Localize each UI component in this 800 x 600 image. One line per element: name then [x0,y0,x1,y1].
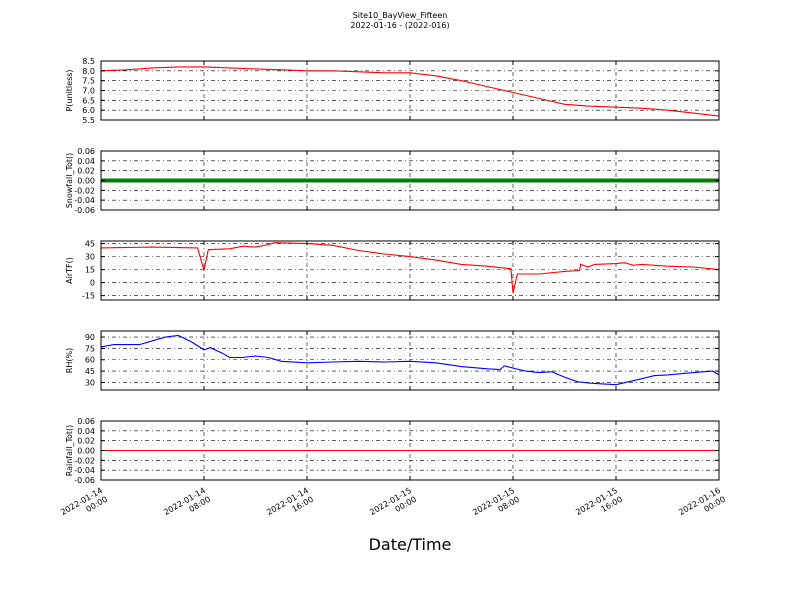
x-tick-label: 2022-01-1508:00 [471,486,521,526]
y-tick-label: 5.5 [82,116,95,125]
y-tick-label: 45 [85,367,95,376]
y-tick-label: 45 [85,240,95,249]
series-line [100,334,720,386]
y-tick-label: 30 [85,378,95,387]
y-tick-label: 0.04 [77,157,95,166]
series-line [100,66,720,117]
y-tick-label: 30 [85,253,95,262]
chart-title: Site10_BayView_Fifteen [353,11,448,20]
x-tick-labels: 2022-01-1400:00 2022-01-1408:00 2022-01-14… [59,486,727,526]
y-tick-label: 0.00 [77,177,95,186]
y-tick-label: -0.04 [74,196,95,205]
y-axis-label: P(unitless) [65,69,74,111]
y-axis-label: AirTF() [65,257,74,284]
y-tick-label: -0.02 [74,456,95,465]
y-tick-label: 7.0 [82,87,95,96]
y-axis-label: RH(%) [65,348,74,373]
y-axis-label: Rainfall_Tot() [65,425,74,477]
y-tick-label: -0.06 [74,206,95,215]
y-tick-label: 90 [85,333,95,342]
y-tick-label: 0.02 [77,437,95,446]
panel-1: 8.58.07.57.06.56.05.5 P(unitless) [65,57,720,125]
x-tick-label: 2022-01-1600:00 [677,486,727,526]
x-tick-label: 2022-01-1516:00 [574,486,624,526]
panel-5: 0.060.040.020.00-0.02-0.04-0.06Rainfall_… [65,417,720,485]
x-tick-label: 2022-01-1416:00 [265,486,315,526]
x-tick-label: 2022-01-1408:00 [162,486,212,526]
y-tick-label: -0.06 [74,476,95,485]
y-tick-label: 0.00 [77,447,95,456]
y-tick-label: 0.02 [77,167,95,176]
y-tick-label: -15 [82,292,95,301]
panels-group: 8.58.07.57.06.56.05.5P(unitless)0.060.04… [65,57,720,485]
y-tick-label: 7.5 [82,77,95,86]
y-tick-label: 15 [85,266,95,275]
y-tick-label: 0.06 [77,147,95,156]
x-tick-label: 2022-01-1400:00 [59,486,109,526]
chart-subtitle: 2022-01-16 - (2022-016) [350,21,449,30]
y-tick-label: 6.0 [82,106,95,115]
x-tick-label: 2022-01-1500:00 [368,486,418,526]
y-tick-label: 75 [85,344,95,353]
x-axis-label: Date/Time [369,535,452,554]
panel-3: 45 30 15 0 -15 AirTF() [65,240,720,301]
y-tick-label: 0.04 [77,427,95,436]
y-tick-label: -0.02 [74,186,95,195]
panel-4: 90 75 60 45 30 RH(%) [65,330,720,391]
y-tick-label: 0.06 [77,417,95,426]
y-tick-label: 8.0 [82,67,95,76]
y-tick-label: 6.5 [82,96,95,105]
y-axis-label: Snowfall_Tot() [65,153,74,209]
y-tick-label: 8.5 [82,57,95,66]
y-tick-label: -0.04 [74,466,95,475]
y-tick-label: 0 [90,279,95,288]
y-tick-label: 60 [85,356,95,365]
series-line [100,242,720,294]
panel-2: 0.060.040.020.00-0.02-0.04-0.06Snowfall_… [65,147,720,215]
